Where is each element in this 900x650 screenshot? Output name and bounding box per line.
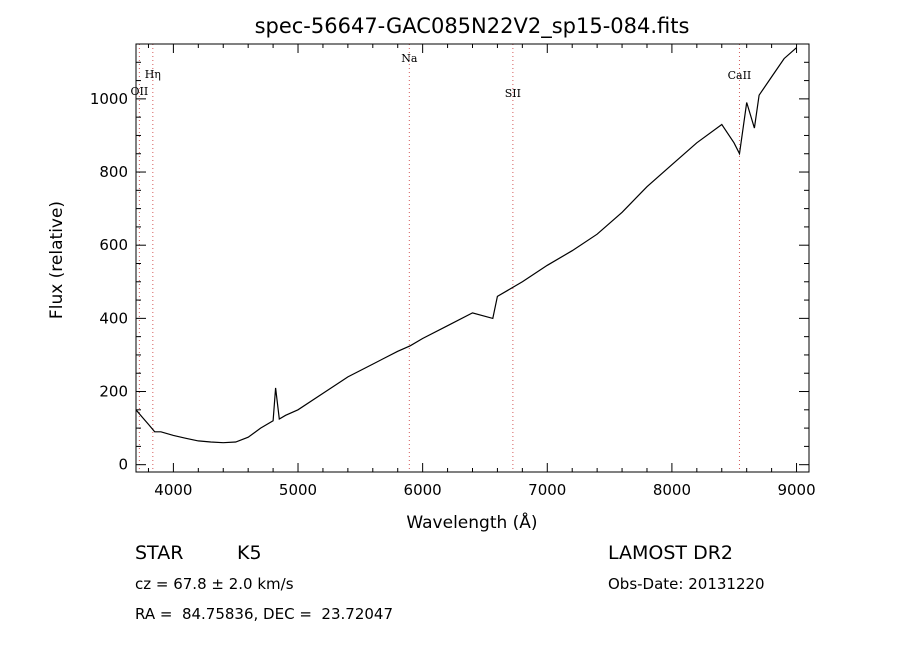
y-tick-label: 600 xyxy=(99,236,128,254)
line-marker-label: Hη xyxy=(145,68,161,81)
x-axis-label: Wavelength (Å) xyxy=(406,511,537,533)
series-layer xyxy=(135,47,797,444)
spectrum-line xyxy=(135,47,797,444)
x-tick-label: 4000 xyxy=(154,481,192,499)
plot-frame xyxy=(135,43,810,473)
y-tick-label: 800 xyxy=(99,163,128,181)
x-tick-label: 8000 xyxy=(653,481,691,499)
x-tick-label: 9000 xyxy=(777,481,815,499)
redshift-text: cz = 67.8 ± 2.0 km/s xyxy=(135,575,294,593)
obs-date-text: Obs-Date: 20131220 xyxy=(608,575,765,593)
line-marker-label: OII xyxy=(131,85,149,98)
object-class: STAR xyxy=(135,542,184,564)
line-markers: Hη OII Na SII CaII xyxy=(131,44,752,472)
y-tick-label: 400 xyxy=(99,309,128,327)
survey-label: LAMOST DR2 xyxy=(608,542,733,564)
coordinates-text: RA = 84.75836, DEC = 23.72047 xyxy=(135,605,394,623)
line-marker-label: SII xyxy=(505,87,521,100)
y-tick-label: 1000 xyxy=(90,90,128,108)
axis-ticks: 4000 5000 6000 7000 8000 9000 0 200 400 600 800 100… xyxy=(90,44,816,499)
y-tick-label: 0 xyxy=(118,456,128,474)
chart-title: spec-56647-GAC085N22V2_sp15-084.fits xyxy=(255,14,690,39)
x-tick-label: 7000 xyxy=(528,481,566,499)
object-subclass: K5 xyxy=(237,542,262,564)
y-axis-label: Flux (relative) xyxy=(47,201,67,319)
line-marker-label: Na xyxy=(401,52,418,65)
x-tick-label: 5000 xyxy=(279,481,317,499)
y-tick-label: 200 xyxy=(99,383,128,401)
x-tick-label: 6000 xyxy=(404,481,442,499)
line-marker-label: CaII xyxy=(728,69,752,82)
